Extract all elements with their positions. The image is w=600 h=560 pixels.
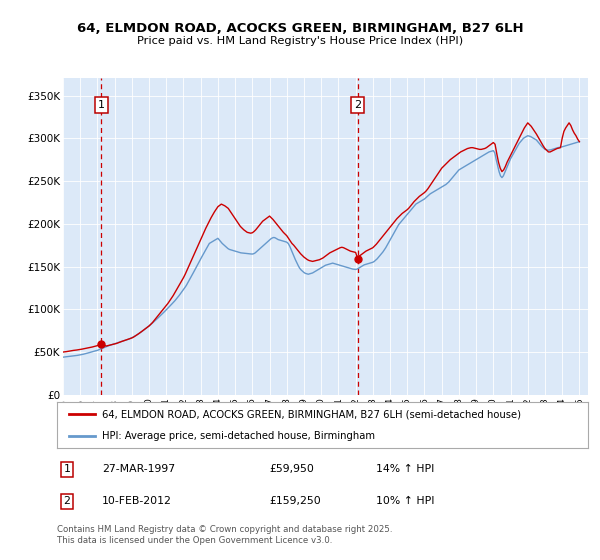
Text: HPI: Average price, semi-detached house, Birmingham: HPI: Average price, semi-detached house,… bbox=[102, 431, 375, 441]
Text: 1: 1 bbox=[64, 464, 70, 474]
Text: 2: 2 bbox=[354, 100, 361, 110]
Text: 10-FEB-2012: 10-FEB-2012 bbox=[102, 496, 172, 506]
Text: Contains HM Land Registry data © Crown copyright and database right 2025.
This d: Contains HM Land Registry data © Crown c… bbox=[57, 525, 392, 545]
Text: 64, ELMDON ROAD, ACOCKS GREEN, BIRMINGHAM, B27 6LH: 64, ELMDON ROAD, ACOCKS GREEN, BIRMINGHA… bbox=[77, 22, 523, 35]
Text: 14% ↑ HPI: 14% ↑ HPI bbox=[376, 464, 434, 474]
Text: Price paid vs. HM Land Registry's House Price Index (HPI): Price paid vs. HM Land Registry's House … bbox=[137, 36, 463, 46]
Text: 27-MAR-1997: 27-MAR-1997 bbox=[102, 464, 175, 474]
Text: 10% ↑ HPI: 10% ↑ HPI bbox=[376, 496, 434, 506]
Text: £59,950: £59,950 bbox=[269, 464, 314, 474]
Text: 2: 2 bbox=[64, 496, 70, 506]
Text: 1: 1 bbox=[98, 100, 105, 110]
Text: 64, ELMDON ROAD, ACOCKS GREEN, BIRMINGHAM, B27 6LH (semi-detached house): 64, ELMDON ROAD, ACOCKS GREEN, BIRMINGHA… bbox=[102, 409, 521, 419]
Text: £159,250: £159,250 bbox=[269, 496, 321, 506]
